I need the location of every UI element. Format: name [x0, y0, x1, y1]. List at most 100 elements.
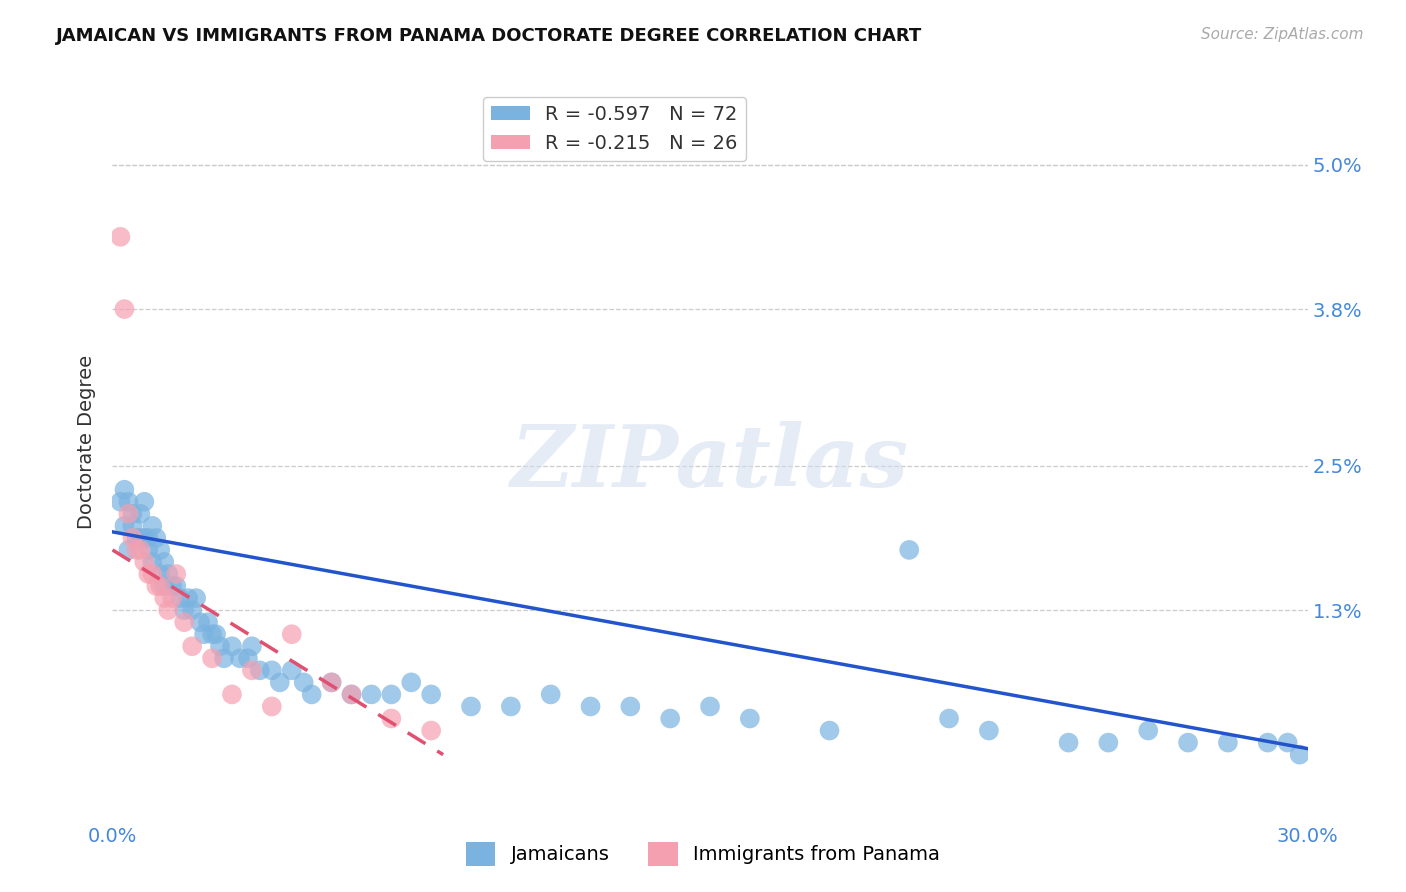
Legend: R = -0.597   N = 72, R = -0.215   N = 26: R = -0.597 N = 72, R = -0.215 N = 26: [484, 97, 745, 161]
Point: [169, 591, 191, 606]
Point: [401, 675, 423, 690]
Point: [380, 712, 402, 726]
Text: ZIPatlas: ZIPatlas: [510, 421, 910, 505]
Point: [129, 507, 152, 521]
Point: [138, 531, 160, 545]
Point: [420, 687, 443, 701]
Point: [1177, 735, 1199, 749]
Point: [340, 687, 363, 701]
Point: [157, 567, 180, 582]
Point: [249, 664, 271, 678]
Point: [145, 579, 167, 593]
Point: [460, 699, 482, 714]
Point: [1257, 735, 1279, 749]
Point: [110, 494, 132, 508]
Point: [499, 699, 522, 714]
Text: Source: ZipAtlas.com: Source: ZipAtlas.com: [1201, 27, 1364, 42]
Point: [141, 555, 163, 569]
Point: [360, 687, 382, 701]
Point: [281, 664, 304, 678]
Point: [153, 579, 176, 593]
Legend: Jamaicans, Immigrants from Panama: Jamaicans, Immigrants from Panama: [458, 834, 948, 873]
Point: [188, 615, 211, 630]
Point: [117, 494, 139, 508]
Point: [201, 651, 224, 665]
Point: [162, 591, 183, 606]
Point: [212, 651, 235, 665]
Point: [209, 639, 232, 653]
Point: [579, 699, 602, 714]
Point: [260, 664, 283, 678]
Point: [321, 675, 343, 690]
Point: [129, 542, 152, 557]
Point: [1288, 747, 1310, 762]
Point: [114, 519, 135, 533]
Point: [141, 519, 163, 533]
Point: [1057, 735, 1080, 749]
Point: [221, 687, 243, 701]
Point: [380, 687, 402, 701]
Point: [110, 230, 132, 244]
Point: [138, 542, 160, 557]
Point: [162, 579, 183, 593]
Text: 0.0%: 0.0%: [87, 827, 138, 846]
Point: [260, 699, 283, 714]
Point: [699, 699, 721, 714]
Point: [236, 651, 259, 665]
Point: [121, 507, 143, 521]
Point: [138, 567, 160, 582]
Point: [898, 542, 921, 557]
Point: [301, 687, 323, 701]
Point: [240, 664, 263, 678]
Point: [938, 712, 960, 726]
Point: [292, 675, 315, 690]
Point: [1216, 735, 1239, 749]
Point: [193, 627, 215, 641]
Point: [157, 603, 180, 617]
Y-axis label: Doctorate Degree: Doctorate Degree: [77, 354, 96, 529]
Point: [134, 494, 156, 508]
Point: [117, 542, 139, 557]
Point: [977, 723, 1000, 738]
Point: [134, 555, 156, 569]
Point: [186, 591, 208, 606]
Point: [1097, 735, 1119, 749]
Point: [269, 675, 291, 690]
Point: [181, 603, 204, 617]
Point: [145, 531, 167, 545]
Point: [114, 301, 135, 317]
Point: [240, 639, 263, 653]
Point: [129, 531, 152, 545]
Point: [149, 542, 172, 557]
Point: [197, 615, 219, 630]
Point: [141, 567, 163, 582]
Point: [114, 483, 135, 497]
Point: [229, 651, 252, 665]
Text: JAMAICAN VS IMMIGRANTS FROM PANAMA DOCTORATE DEGREE CORRELATION CHART: JAMAICAN VS IMMIGRANTS FROM PANAMA DOCTO…: [56, 27, 922, 45]
Point: [134, 531, 156, 545]
Point: [149, 567, 172, 582]
Point: [181, 639, 204, 653]
Point: [173, 603, 195, 617]
Point: [121, 531, 143, 545]
Point: [173, 615, 195, 630]
Point: [340, 687, 363, 701]
Point: [201, 627, 224, 641]
Point: [321, 675, 343, 690]
Point: [205, 627, 228, 641]
Point: [420, 723, 443, 738]
Point: [281, 627, 304, 641]
Point: [540, 687, 562, 701]
Point: [117, 507, 139, 521]
Point: [153, 591, 176, 606]
Point: [153, 555, 176, 569]
Point: [619, 699, 641, 714]
Point: [738, 712, 761, 726]
Point: [121, 519, 143, 533]
Point: [221, 639, 243, 653]
Point: [149, 579, 172, 593]
Point: [165, 579, 187, 593]
Text: 30.0%: 30.0%: [1277, 827, 1339, 846]
Point: [1137, 723, 1160, 738]
Point: [165, 567, 187, 582]
